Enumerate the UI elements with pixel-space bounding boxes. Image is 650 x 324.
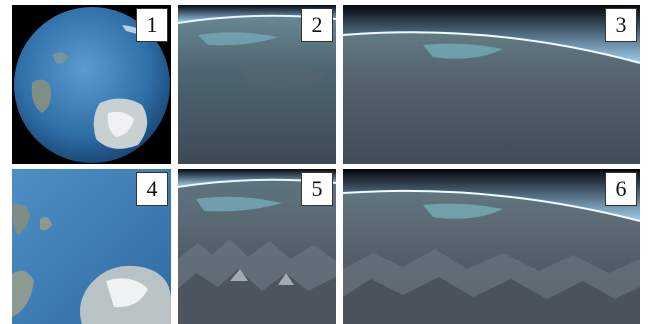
panel-5: 5 [178,169,336,324]
panel-label: 4 [136,172,168,206]
horizon-terrain-image [178,169,336,324]
globe-zoomed-image [12,169,171,324]
panel-label: 2 [301,8,333,42]
panel-3: 3 [343,5,640,164]
panel-6: 6 [343,169,640,324]
horizon-terrain-wide-image [343,169,640,324]
panel-1: 1 [12,5,171,164]
panel-label: 6 [605,172,637,206]
panel-label: 5 [301,172,333,206]
panel-label: 1 [136,8,168,42]
panel-4: 4 [12,169,171,324]
horizon-ocean-wide-image [343,5,640,164]
panel-2: 2 [178,5,336,164]
panel-label: 3 [605,8,637,42]
